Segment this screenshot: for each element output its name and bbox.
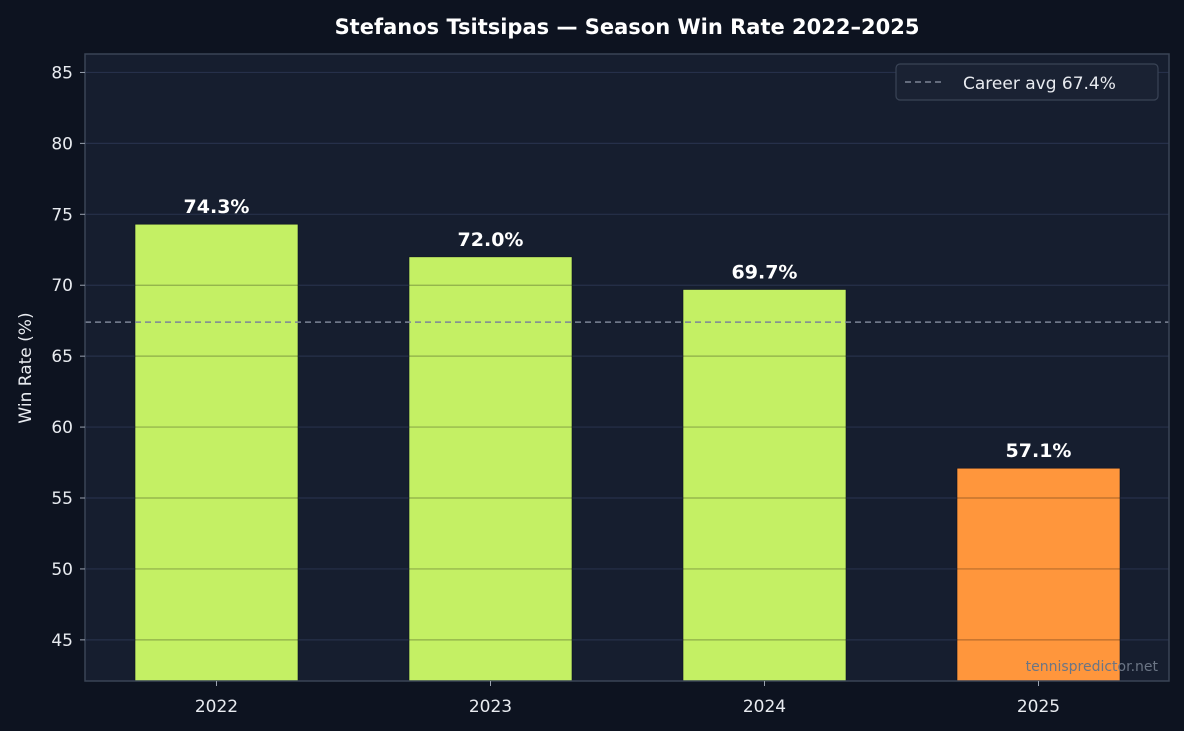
- legend-box: [895, 63, 1159, 101]
- data-label-2025: 57.1%: [1006, 440, 1072, 462]
- y-tick-label: 80: [51, 134, 73, 154]
- y-tick-label: 75: [51, 205, 73, 225]
- bars: [134, 223, 1121, 682]
- y-ticks: 45 50 55 60 65 70 75 80 85: [51, 63, 85, 651]
- bar-2022: [134, 223, 299, 682]
- data-label-2023: 72.0%: [458, 229, 524, 251]
- y-tick-label: 45: [51, 631, 73, 651]
- plot-frame: [84, 53, 1170, 682]
- legend-entry-career-average: Career avg 67.4%: [963, 74, 1116, 94]
- bar-2023: [408, 256, 573, 682]
- data-label-2024: 69.7%: [732, 261, 798, 283]
- bar-labels: 74.3% 72.0% 69.7% 57.1%: [184, 196, 1072, 462]
- x-tick-label: 2024: [743, 697, 786, 717]
- x-tick-label: 2023: [469, 697, 512, 717]
- y-tick-label: 60: [51, 418, 73, 438]
- x-tick-label: 2022: [195, 697, 238, 717]
- y-tick-label: 50: [51, 560, 73, 580]
- bar-2024: [682, 289, 847, 682]
- x-tick-label: 2025: [1017, 697, 1060, 717]
- bar-2025: [956, 467, 1121, 682]
- chart-title: Stefanos Tsitsipas — Season Win Rate 202…: [335, 15, 920, 39]
- y-tick-label: 70: [51, 276, 73, 296]
- watermark: tennispredictor.net: [1026, 659, 1159, 675]
- data-label-2022: 74.3%: [184, 196, 250, 218]
- y-tick-label: 85: [51, 63, 73, 83]
- y-tick-label: 65: [51, 347, 73, 367]
- x-ticks: 2022 2023 2024 2025: [195, 681, 1060, 717]
- y-tick-label: 55: [51, 489, 73, 509]
- legend: Career avg 67.4%: [895, 63, 1159, 101]
- y-axis-label: Win Rate (%): [16, 312, 36, 423]
